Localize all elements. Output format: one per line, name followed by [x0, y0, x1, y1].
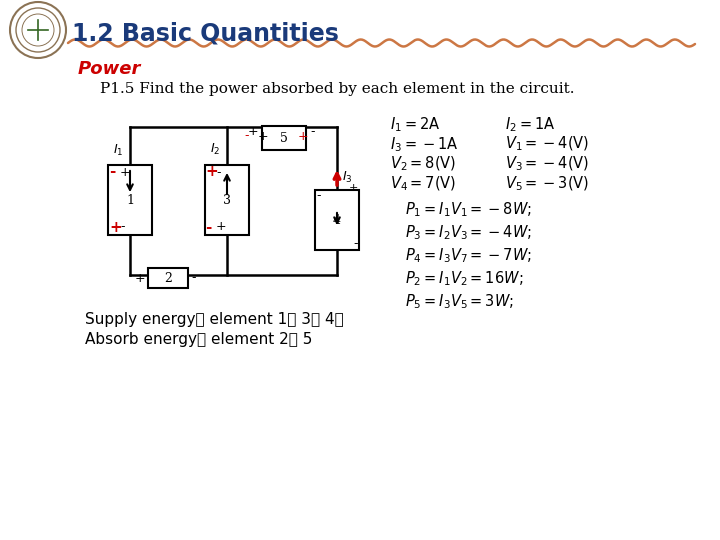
- Text: $I_3$: $I_3$: [342, 170, 353, 185]
- Text: -: -: [316, 189, 320, 202]
- Text: $I_2 = 1\mathrm{A}$: $I_2 = 1\mathrm{A}$: [505, 115, 555, 134]
- Text: Absorb energy： element 2、 5: Absorb energy： element 2、 5: [85, 332, 312, 347]
- Text: 1.2 Basic Quantities: 1.2 Basic Quantities: [72, 21, 339, 45]
- Text: +: +: [109, 220, 122, 235]
- Bar: [148, 268, 188, 288]
- Text: $I_1$: $I_1$: [113, 143, 123, 158]
- Text: +: +: [349, 183, 359, 193]
- Text: P1.5 Find the power absorbed by each element in the circuit.: P1.5 Find the power absorbed by each ele…: [100, 82, 575, 96]
- Text: $V_3 = -4(\mathrm{V})$: $V_3 = -4(\mathrm{V})$: [505, 155, 589, 173]
- Text: -: -: [109, 164, 115, 179]
- Text: 4: 4: [333, 213, 341, 226]
- Text: -: -: [191, 272, 196, 285]
- Text: $I_2$: $I_2$: [210, 142, 220, 157]
- Text: $P_5 = I_3V_5 = 3W;$: $P_5 = I_3V_5 = 3W;$: [405, 292, 514, 310]
- Text: $V_2 = 8(\mathrm{V})$: $V_2 = 8(\mathrm{V})$: [390, 155, 456, 173]
- Text: -: -: [216, 166, 220, 179]
- Text: $P_4 = I_3V_7 = -7W;$: $P_4 = I_3V_7 = -7W;$: [405, 246, 532, 265]
- Bar: [108, 165, 152, 235]
- Text: $P_3 = I_2V_3 = -4W;$: $P_3 = I_2V_3 = -4W;$: [405, 223, 532, 242]
- Text: +: +: [248, 125, 258, 138]
- Text: +: +: [258, 130, 269, 143]
- Text: $V_1 = -4(\mathrm{V})$: $V_1 = -4(\mathrm{V})$: [505, 135, 589, 153]
- Text: 2: 2: [164, 272, 172, 285]
- Text: -: -: [354, 237, 358, 250]
- Text: 3: 3: [223, 193, 231, 206]
- Text: Supply energy： element 1、 3、 4．: Supply energy： element 1、 3、 4．: [85, 312, 343, 327]
- Text: -: -: [205, 220, 212, 235]
- Text: +: +: [120, 166, 130, 179]
- Text: 5: 5: [280, 132, 288, 145]
- Text: +: +: [216, 220, 227, 233]
- Text: -: -: [310, 125, 315, 138]
- Text: -: -: [120, 220, 125, 233]
- Text: Power: Power: [78, 60, 141, 78]
- Text: $I_3 = -1\mathrm{A}$: $I_3 = -1\mathrm{A}$: [390, 135, 459, 154]
- Text: $P_1 = I_1V_1 = -8W;$: $P_1 = I_1V_1 = -8W;$: [405, 200, 532, 219]
- Text: +: +: [205, 164, 217, 179]
- Text: 1: 1: [126, 193, 134, 206]
- Text: $V_5 = -3(\mathrm{V})$: $V_5 = -3(\mathrm{V})$: [505, 175, 589, 193]
- Bar: [205, 165, 249, 235]
- Text: +: +: [297, 130, 308, 143]
- Bar: [262, 126, 306, 150]
- Bar: [315, 190, 359, 250]
- Text: +: +: [135, 272, 145, 285]
- Text: $I_1 = 2\mathrm{A}$: $I_1 = 2\mathrm{A}$: [390, 115, 441, 134]
- Text: $V_4 = 7(\mathrm{V})$: $V_4 = 7(\mathrm{V})$: [390, 175, 456, 193]
- Text: $P_2 = I_1V_2 = 16W;$: $P_2 = I_1V_2 = 16W;$: [405, 269, 523, 288]
- Text: -: -: [244, 130, 248, 143]
